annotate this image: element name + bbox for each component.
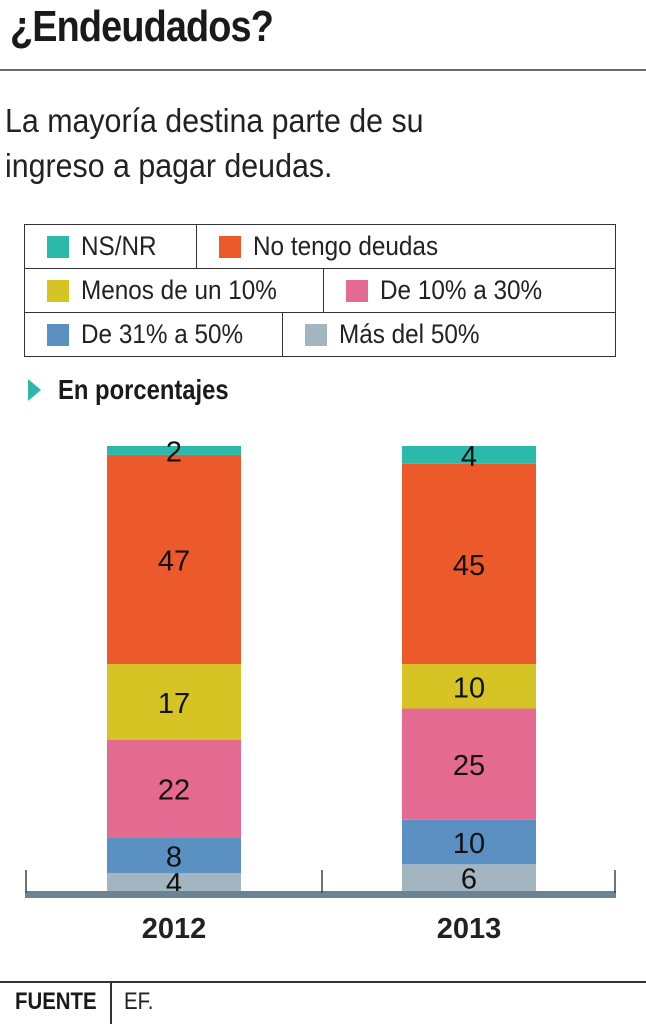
- triangle-bullet-icon: [28, 379, 41, 401]
- legend-item-10-30: De 10% a 30%: [323, 269, 615, 312]
- legend-item-over-50: Más del 50%: [282, 313, 615, 356]
- data-label: 10: [453, 672, 485, 704]
- bar-segment: [107, 446, 241, 455]
- bar-segment: [107, 837, 241, 874]
- bar-segment: [402, 446, 536, 464]
- baseline: [25, 891, 616, 898]
- bar-segment: [402, 708, 536, 820]
- data-label: 47: [158, 545, 190, 577]
- x-tick-label: 2013: [437, 913, 502, 945]
- legend-swatch: [219, 235, 241, 258]
- page-title: ¿Endeudados?: [10, 2, 274, 51]
- footer-divider: [0, 981, 646, 983]
- legend-item-no-debt: No tengo deudas: [196, 225, 615, 268]
- unit-label: En porcentajes: [28, 374, 259, 406]
- data-label: 8: [166, 841, 182, 873]
- subtitle-line-1: La mayoría destina parte de su: [5, 102, 424, 139]
- legend-swatch: [47, 323, 69, 346]
- bar-segment: [402, 819, 536, 865]
- bar-segment: [107, 664, 241, 740]
- bar-segment: [107, 454, 241, 665]
- bar-segment: [402, 463, 536, 665]
- x-axis: [25, 870, 616, 898]
- data-label: 2: [166, 436, 182, 468]
- legend-row: NS/NR No tengo deudas: [25, 225, 615, 268]
- legend-row: Menos de un 10% De 10% a 30%: [25, 268, 615, 312]
- data-label: 45: [453, 550, 485, 582]
- data-label: 17: [158, 688, 190, 720]
- chart-legend: NS/NR No tengo deudas Menos de un 10% De…: [24, 224, 616, 357]
- bar-segment: [107, 873, 241, 891]
- legend-swatch: [305, 323, 327, 346]
- data-label: 25: [453, 750, 485, 782]
- bar-segment: [402, 864, 536, 891]
- data-label: 4: [461, 441, 477, 473]
- subtitle: La mayoría destina parte de su ingreso a…: [5, 98, 424, 188]
- source-value: EF.: [124, 988, 154, 1015]
- bar-segment: [402, 664, 536, 709]
- title-divider: [0, 69, 646, 71]
- x-tick-labels: 2012 2013: [142, 913, 502, 945]
- legend-swatch: [47, 235, 69, 258]
- subtitle-line-2: ingreso a pagar deudas.: [5, 147, 333, 184]
- legend-item-ns-nr: NS/NR: [25, 225, 196, 268]
- source-label: FUENTE: [15, 988, 97, 1015]
- legend-item-31-50: De 31% a 50%: [25, 313, 282, 356]
- legend-row: De 31% a 50% Más del 50%: [25, 312, 615, 356]
- data-label: 10: [453, 828, 485, 860]
- x-tick-label: 2012: [142, 913, 207, 945]
- bar-segment: [107, 739, 241, 838]
- legend-swatch: [47, 279, 69, 302]
- legend-swatch: [346, 279, 368, 302]
- data-label: 22: [158, 775, 190, 807]
- legend-item-under-10: Menos de un 10%: [25, 269, 323, 312]
- footer-separator: [110, 981, 112, 1024]
- data-label: 6: [461, 864, 477, 896]
